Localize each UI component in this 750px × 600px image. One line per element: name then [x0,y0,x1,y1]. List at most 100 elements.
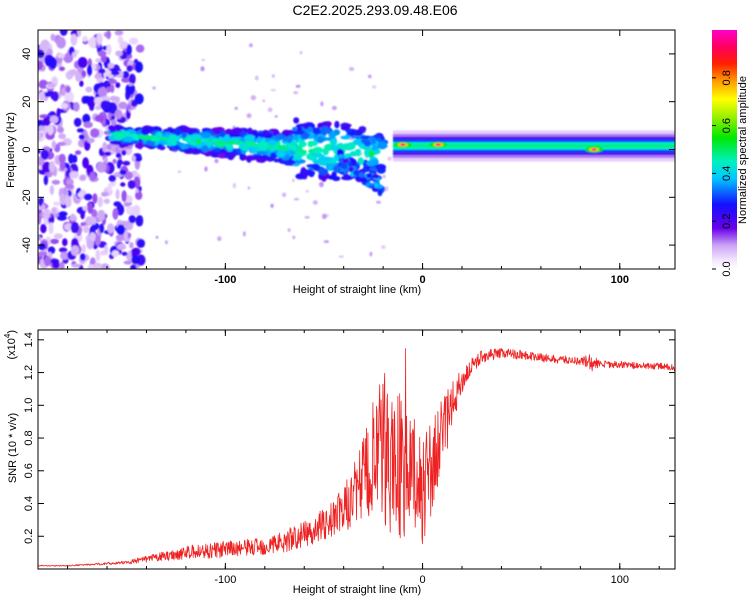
speckle-523 [271,74,275,78]
noise-blob-464 [58,133,66,140]
band-blob-1124 [341,175,353,181]
speckle-565 [254,75,259,81]
speckle-552 [200,66,205,72]
noise-blob-413 [79,174,87,180]
noise-blob-407 [98,68,106,74]
noise-blob-367 [44,218,49,226]
spectrogram-y-tick-label-4: 40 [21,48,33,60]
band-blob-1059 [273,129,279,137]
speckle-585 [246,113,252,119]
band-blob-1107 [171,140,177,146]
band-blob-931 [236,148,243,155]
noise-blob-302 [68,153,74,164]
noise-blob-119 [106,86,111,93]
noise-blob-343 [92,63,97,71]
snr-panel: -100 0 100 0.2 0.4 0.6 0.8 1.0 1.2 1.4 Height of… [3,329,676,596]
noise-blob-291 [98,82,105,88]
noise-blob-181 [100,250,105,256]
branch-blob-1282 [368,184,374,189]
noise-blob-230 [41,161,52,173]
speckle-567 [270,88,276,92]
speckle-564 [262,99,266,103]
band-blob-1193 [312,159,323,164]
speckle-574 [371,85,377,89]
noise-blob-514 [38,251,48,257]
noise-blob-404 [47,124,54,136]
colorbar: 0.0 0.2 0.4 0.6 0.8 Normalized spectral ampl… [712,30,749,277]
snr-scale-note-text: (x104) [3,330,18,360]
band-blob-1025 [224,128,234,135]
noise-blob-461 [78,134,85,140]
noise-blob-406 [130,264,137,269]
noise-blob-431 [109,95,118,102]
branch-blob-1269 [348,166,354,173]
band-blob-1098 [324,121,332,127]
snr-x-tick-label-1: 0 [420,574,426,586]
spectrogram-x-ticks: -100 0 100 [67,30,660,286]
branch-blob-1298 [374,182,379,189]
noise-blob-222 [65,86,71,93]
noise-blob-489 [38,60,44,71]
noise-blob-423 [38,197,43,207]
snr-y-tick-label-4: 1.0 [23,398,35,413]
noise-blob-450 [86,237,94,250]
spectrogram-x-tick-label-0: -100 [214,274,236,286]
spectrogram-panel: -100 0 100 -40 -20 0 20 40 Height of straight … [5,29,676,296]
noise-blob-301 [79,80,84,87]
spectrogram-y-axis-label: Frequency (Hz) [5,112,17,188]
branch-blob-1286 [353,170,360,176]
noise-blob-516 [121,190,127,203]
noise-blob-351 [51,91,59,102]
noise-blob-417 [96,32,103,45]
noise-blob-486 [49,160,55,173]
band-blob-1099 [107,125,116,131]
band-blob-1070 [301,123,312,128]
noise-blob-455 [126,65,133,72]
noise-blob-507 [65,184,75,190]
band-blob-1145 [265,149,271,157]
noise-blob-331 [94,74,100,79]
speckle-546 [331,105,337,111]
noise-blob-488 [62,186,68,196]
noise-blob-471 [113,201,122,207]
noise-blob-97 [135,190,143,200]
noise-blob-289 [112,158,117,164]
noise-blob-329 [121,150,127,156]
noise-blob-212 [92,193,98,204]
band-blob-1216 [282,129,291,134]
noise-blob-504 [87,202,93,214]
noise-blob-272 [119,40,129,51]
band-blob-1182 [249,143,260,148]
band-blob-1204 [302,132,310,139]
noise-blob-476 [44,256,51,267]
speckle-554 [128,82,134,87]
noise-blob-466 [93,262,102,269]
band-blob-1214 [276,149,287,158]
noise-blob-320 [107,62,115,69]
peak-2-core-1305 [435,143,441,146]
noise-blob-98 [52,206,57,216]
speckle-539 [326,214,329,217]
band-blob-1127 [363,140,372,147]
spectrogram-x-tick-label-2: 100 [611,274,629,286]
noise-blob-477 [94,114,105,122]
snr-x-ticks: -100 0 100 [67,330,660,586]
noise-blob-252 [116,160,122,169]
snr-y-axis-label: SNR (10 * v/v) [7,413,19,483]
speckle-525 [135,189,140,193]
noise-blob-369 [64,195,72,208]
speckle-557 [281,192,287,197]
noise-blob-51 [91,209,98,219]
colorbar-tick-label-0: 0.0 [721,261,733,276]
band-blob-1219 [181,129,188,133]
noise-blob-296 [40,39,50,50]
noise-blob-277 [134,93,144,105]
noise-blob-344 [102,141,108,153]
colorbar-tick-label-1: 0.2 [721,214,733,229]
noise-blob-436 [71,263,81,268]
band-blob-895 [322,148,329,155]
band-blob-1222 [371,145,379,152]
noise-blob-81 [85,86,93,93]
